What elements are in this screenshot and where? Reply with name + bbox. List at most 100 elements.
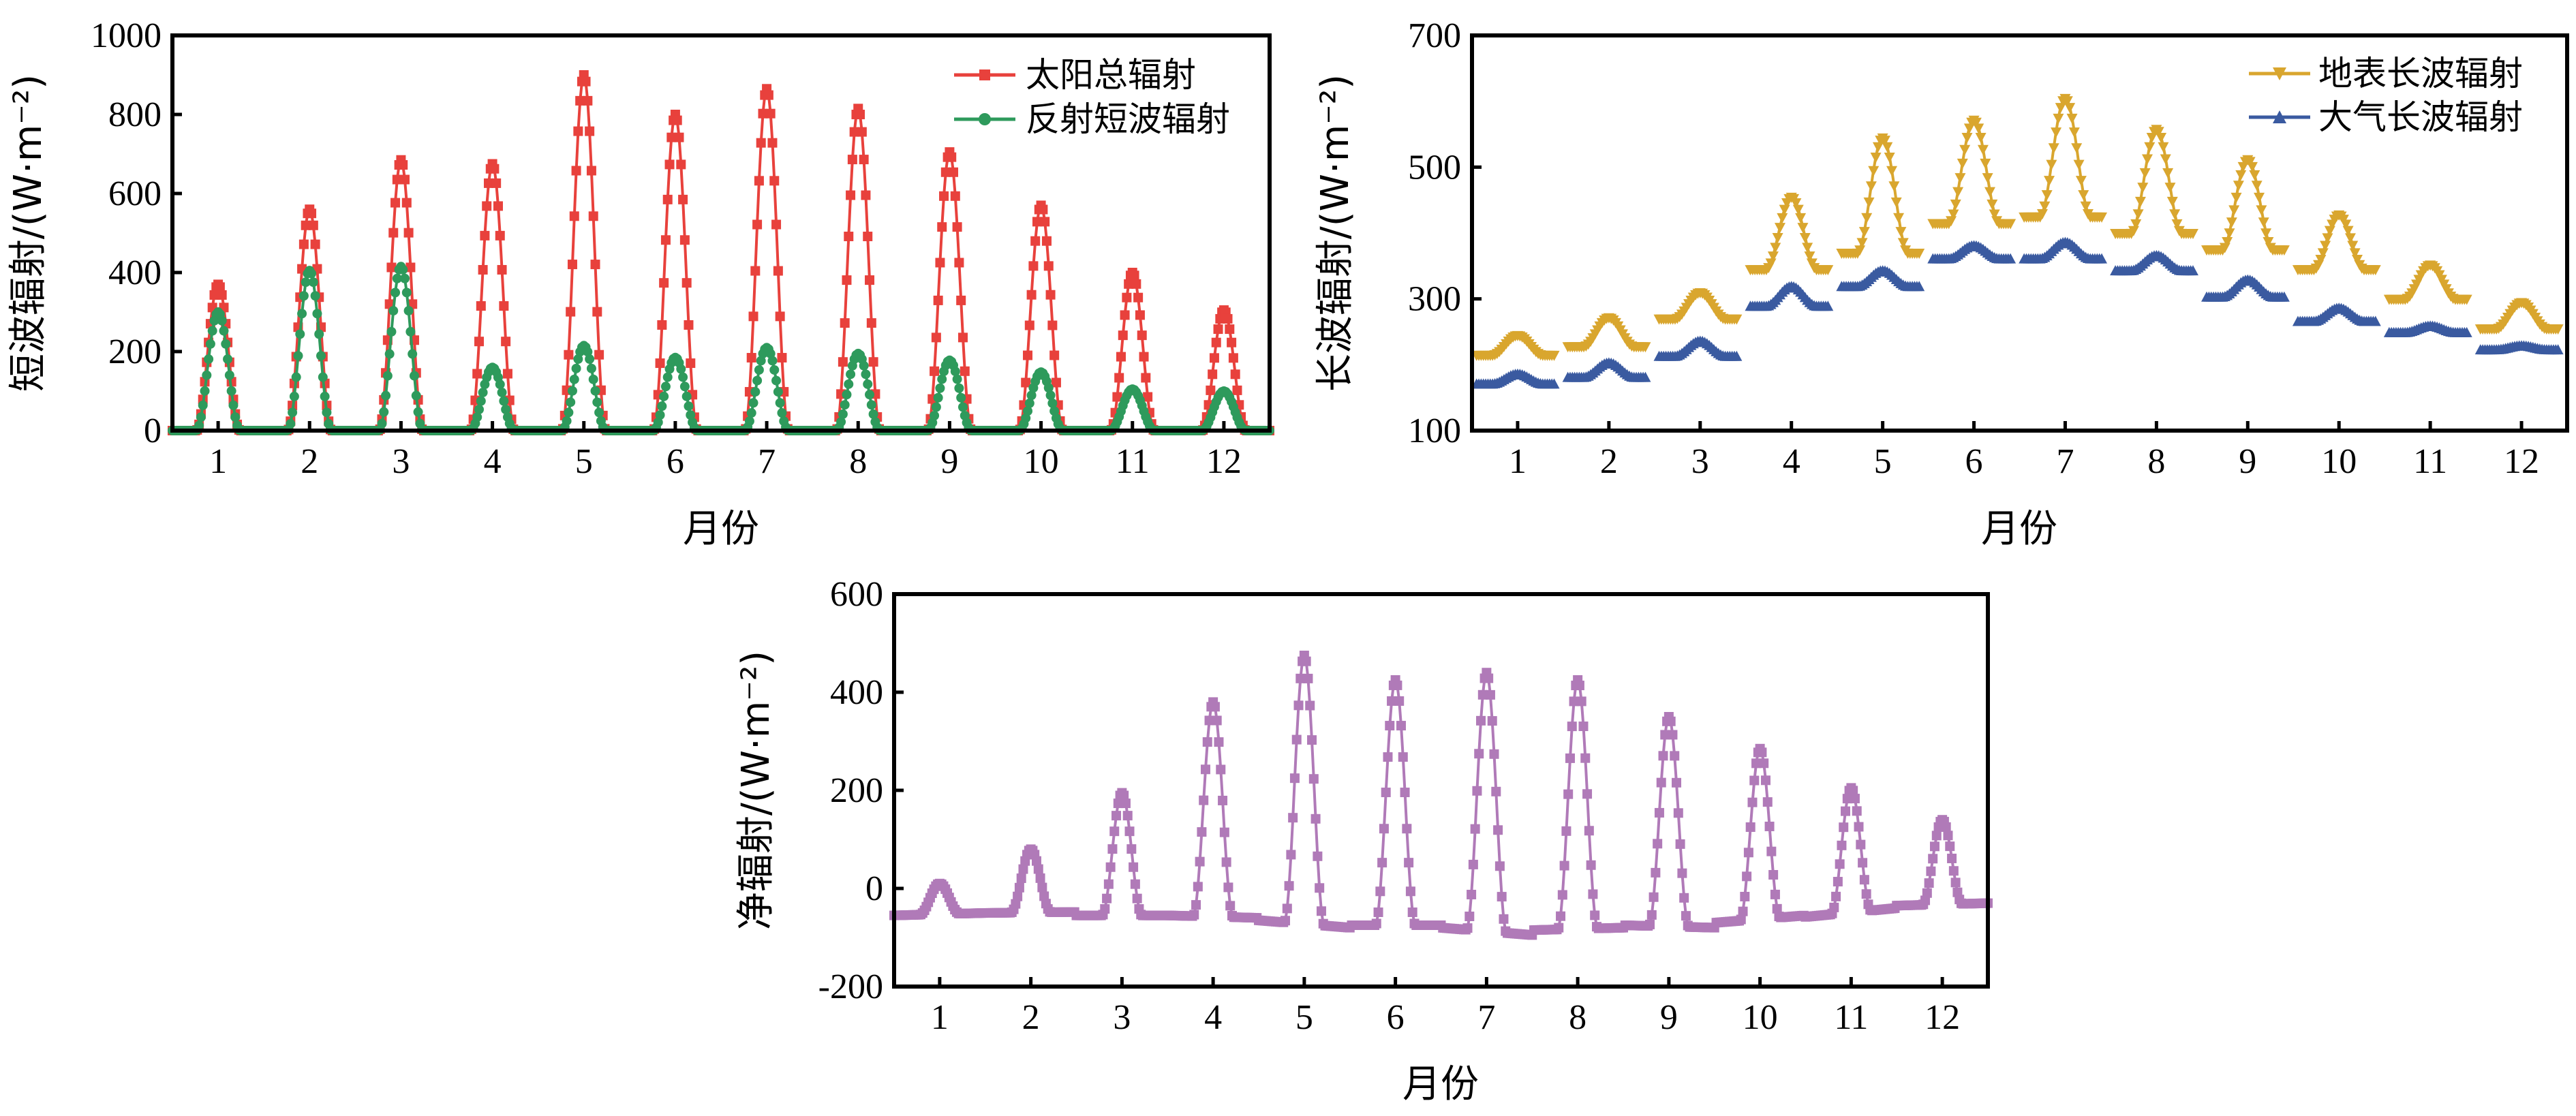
data-point xyxy=(1206,385,1216,395)
legend-longwave: 地表长波辐射 大气长波辐射 xyxy=(2249,54,2523,137)
data-point xyxy=(1137,330,1147,341)
data-point xyxy=(2096,253,2108,264)
data-point xyxy=(291,372,301,382)
data-point xyxy=(1861,213,1873,223)
data-point xyxy=(1772,903,1782,914)
x-tick-label: 5 xyxy=(1295,998,1313,1037)
data-point xyxy=(2061,96,2073,107)
data-point xyxy=(1929,841,1939,852)
data-point xyxy=(1882,142,1893,153)
data-point xyxy=(403,228,414,238)
data-point xyxy=(857,127,867,137)
axis-frame-longwave xyxy=(1470,33,2569,433)
data-point xyxy=(838,357,848,367)
data-point xyxy=(1586,860,1596,870)
data-point xyxy=(1772,232,1783,243)
y-axis-title-longwave: 长波辐射/(W·m⁻²) xyxy=(1313,74,1358,392)
data-point xyxy=(1232,385,1242,395)
x-tick-label: 6 xyxy=(1965,442,1983,481)
data-point xyxy=(405,262,416,273)
data-point xyxy=(1491,786,1501,796)
data-point xyxy=(2134,196,2146,207)
data-point xyxy=(1872,142,1884,153)
data-point xyxy=(1774,223,1785,234)
data-point xyxy=(2224,228,2235,239)
data-point xyxy=(1888,181,1900,192)
data-point xyxy=(478,264,488,275)
data-point xyxy=(588,374,598,384)
data-point xyxy=(586,166,596,176)
data-point xyxy=(940,167,951,177)
data-point xyxy=(2146,132,2158,143)
data-point xyxy=(1886,166,1898,176)
data-point xyxy=(1590,910,1600,920)
data-point xyxy=(1914,249,1925,259)
data-point xyxy=(1485,689,1495,700)
data-point xyxy=(502,369,512,379)
data-point xyxy=(1286,850,1296,860)
data-point xyxy=(569,374,579,384)
data-point xyxy=(1893,213,1905,223)
x-tick-label: 1 xyxy=(209,442,227,481)
data-point xyxy=(947,152,957,162)
data-point xyxy=(1890,197,1902,208)
data-point xyxy=(2230,192,2242,203)
data-point xyxy=(2317,248,2329,259)
data-point xyxy=(1045,290,1056,300)
data-point xyxy=(754,176,764,186)
data-point xyxy=(1011,899,1021,909)
data-point xyxy=(1107,844,1118,854)
data-point xyxy=(1472,786,1482,796)
data-point xyxy=(1026,390,1037,401)
data-point xyxy=(2137,183,2149,193)
data-point xyxy=(1467,889,1477,899)
data-point xyxy=(1970,117,1982,128)
data-point xyxy=(1129,862,1139,872)
x-axis-title-net-radiation: 月份 xyxy=(1402,1062,1479,1106)
data-point xyxy=(571,166,581,176)
data-point xyxy=(2235,170,2247,181)
data-point xyxy=(1041,236,1052,246)
data-point xyxy=(937,374,947,384)
data-point xyxy=(1035,873,1045,883)
data-point xyxy=(1762,797,1773,807)
data-point xyxy=(931,402,941,412)
data-point xyxy=(1565,753,1575,763)
data-point xyxy=(1031,856,1041,866)
data-point xyxy=(307,208,317,219)
data-point xyxy=(956,295,966,305)
x-ticks-shortwave: 1 2 3 4 5 6 7 8 9 10 11 12 xyxy=(209,421,1242,481)
data-point xyxy=(954,258,964,268)
data-point xyxy=(1673,808,1683,818)
data-point xyxy=(2278,291,2290,302)
data-point xyxy=(590,386,600,396)
data-point xyxy=(499,301,509,311)
data-point xyxy=(662,194,673,204)
data-point xyxy=(1219,827,1229,837)
data-point xyxy=(400,273,410,283)
data-point xyxy=(660,382,671,392)
y-tick-label: 400 xyxy=(108,253,162,292)
data-point xyxy=(194,420,204,431)
data-point xyxy=(1111,811,1122,821)
data-point xyxy=(1835,859,1845,869)
data-point xyxy=(1051,377,1061,388)
data-point xyxy=(594,407,604,418)
data-point xyxy=(1759,758,1769,769)
y-tick-label: 700 xyxy=(1408,16,1461,55)
data-point xyxy=(865,275,875,285)
data-point xyxy=(769,365,780,375)
data-point xyxy=(1731,314,1743,325)
data-point xyxy=(205,339,215,349)
data-point xyxy=(1651,867,1661,878)
data-point xyxy=(1989,209,2000,220)
data-point xyxy=(289,391,299,401)
data-point xyxy=(377,418,387,429)
data-point xyxy=(752,375,763,386)
data-point xyxy=(392,174,402,185)
data-point xyxy=(478,388,488,398)
data-point xyxy=(202,370,212,380)
data-point xyxy=(849,127,859,137)
data-point xyxy=(2066,113,2078,124)
data-point xyxy=(566,307,576,317)
